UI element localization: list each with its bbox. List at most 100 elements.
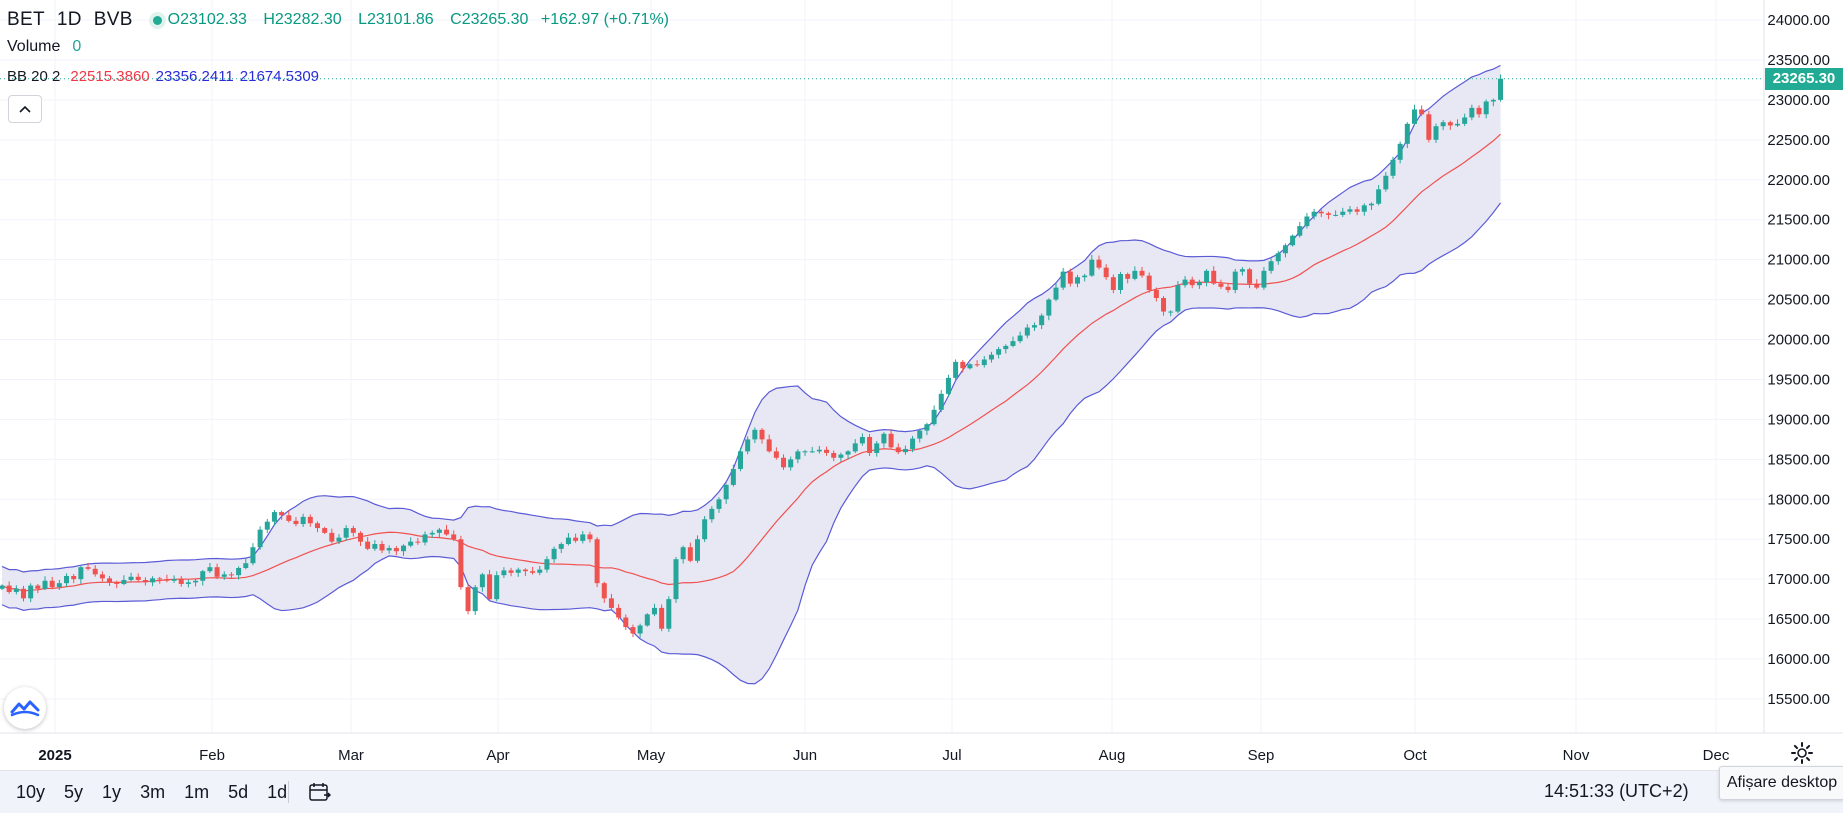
candle-body (56, 583, 62, 588)
bb-lower-line (1, 202, 1502, 685)
candle-body (766, 439, 772, 452)
candle-body (738, 451, 744, 469)
candle-body (1376, 189, 1382, 204)
high-value: 23282.30 (274, 11, 342, 28)
volume-legend[interactable]: Volume 0 (7, 38, 87, 56)
high-label: H (263, 11, 275, 28)
date-range-buttons: 10y 5y 1y 3m 1m 5d 1d (8, 771, 298, 813)
candle-body (401, 545, 407, 552)
candle-body (530, 571, 536, 573)
candle-body (565, 537, 571, 545)
candle-body (852, 443, 858, 452)
y-tick-label: 24000.00 (1767, 12, 1830, 29)
market-status-icon[interactable] (152, 15, 162, 25)
candle-body (558, 544, 564, 549)
range-1y-button[interactable]: 1y (102, 781, 122, 802)
y-tick-label: 16500.00 (1767, 611, 1830, 628)
candle-body (128, 576, 134, 580)
candle-body (92, 568, 98, 575)
gear-icon[interactable] (1790, 741, 1814, 765)
candle-body (307, 516, 313, 524)
candle-body (773, 451, 779, 458)
y-tick-label: 20000.00 (1767, 332, 1830, 349)
x-tick-label: Feb (199, 747, 225, 764)
candle-body (1196, 282, 1202, 286)
candle-body (1368, 203, 1374, 206)
range-1m-button[interactable]: 1m (184, 781, 210, 802)
tradingview-logo-button[interactable] (4, 687, 46, 729)
candle-body (1218, 283, 1224, 287)
y-tick-label: 17000.00 (1767, 571, 1830, 588)
candle-body (479, 574, 485, 588)
range-5y-button[interactable]: 5y (64, 781, 84, 802)
collapse-legend-button[interactable] (8, 95, 42, 123)
candle-body (508, 570, 514, 573)
candle-body (286, 515, 292, 521)
candle-body (859, 436, 865, 444)
interval-label[interactable]: 1D (56, 9, 82, 30)
candle-body (71, 575, 77, 580)
candle-body (802, 451, 808, 453)
bollinger-bands (1, 64, 1502, 685)
candle-body (236, 567, 242, 576)
candle-body (135, 576, 141, 580)
candle-body (42, 580, 48, 589)
x-tick-label: Aug (1099, 747, 1126, 764)
bottom-toolbar: 10y 5y 1y 3m 1m 5d 1d 14:51:33 (UTC+2) (0, 770, 1843, 813)
candle-body (1096, 259, 1102, 268)
candle-body (1411, 109, 1417, 124)
desktop-view-tooltip: Afișare desktop (1719, 766, 1843, 800)
candle-body (981, 359, 987, 366)
x-tick-label: Jun (793, 747, 817, 764)
candle-body (1297, 226, 1303, 236)
symbol-name[interactable]: BET (7, 9, 45, 30)
candle-body (594, 539, 600, 584)
symbol-legend[interactable]: BET 1D BVB O23102.33 H23282.30 L23101.86… (7, 9, 681, 31)
candle-body (551, 548, 557, 560)
range-5d-button[interactable]: 5d (228, 781, 249, 802)
candle-body (1103, 267, 1109, 278)
candle-body (537, 569, 543, 573)
candle-body (164, 579, 170, 581)
candle-body (1311, 211, 1317, 217)
candle-body (487, 574, 493, 600)
candle-body (422, 534, 428, 543)
candle-body (1433, 126, 1439, 140)
candle-body (931, 409, 937, 425)
candle-body (257, 529, 263, 548)
candle-body (193, 580, 199, 583)
candle-body (408, 541, 414, 546)
candle-body (1046, 299, 1052, 316)
x-tick-label: Nov (1563, 747, 1590, 764)
range-10y-button[interactable]: 10y (16, 781, 46, 802)
candle-body (580, 534, 586, 541)
candle-body (687, 547, 693, 561)
candle-body (608, 598, 614, 608)
candle-body (228, 574, 234, 576)
range-3m-button[interactable]: 3m (140, 781, 166, 802)
tradingview-logo-icon (10, 700, 40, 717)
candle-body (831, 452, 837, 458)
range-1d-button[interactable]: 1d (267, 781, 288, 802)
candle-body (243, 563, 249, 568)
candle-body (644, 614, 650, 626)
candle-body (795, 451, 801, 460)
candle-body (1426, 114, 1432, 140)
candle-body (429, 532, 435, 535)
time-zone-clock[interactable]: 14:51:33 (UTC+2) (1544, 781, 1689, 801)
candle-body (630, 627, 636, 634)
candle-body (279, 512, 285, 516)
candle-body (207, 567, 213, 572)
candle-body (1161, 297, 1167, 312)
x-tick-label: May (637, 747, 666, 764)
bollinger-legend[interactable]: BB 20 2 22515.3860 23356.2411 21674.5309 (7, 68, 325, 85)
candle-body (1168, 311, 1174, 313)
last-price-label: 23265.30 (1765, 67, 1843, 90)
candle-body (1039, 315, 1045, 326)
go-to-date-button[interactable] (306, 779, 334, 805)
candle-body (781, 457, 787, 468)
candle-body (0, 585, 5, 589)
x-tick-label: Sep (1248, 747, 1275, 764)
candle-body (264, 521, 270, 530)
